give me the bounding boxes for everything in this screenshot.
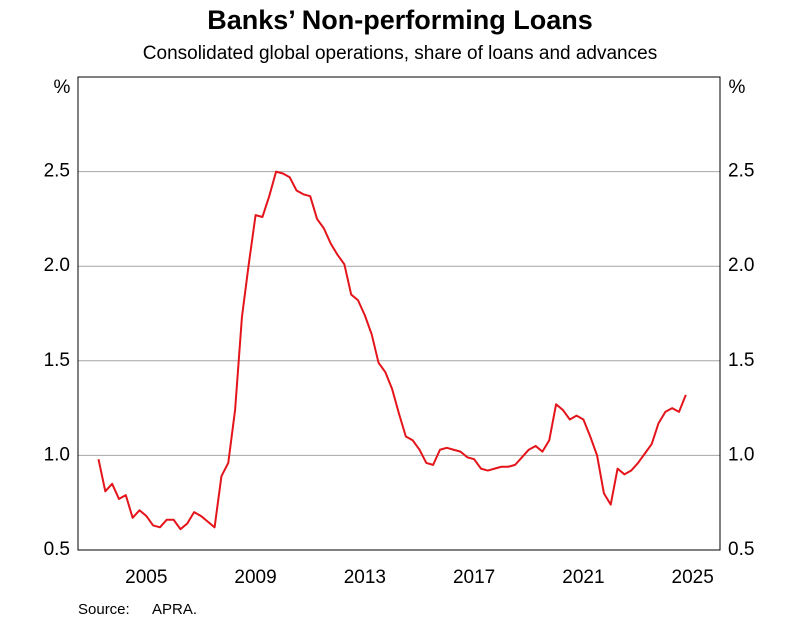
y2-tick-label: 0.5	[728, 539, 754, 560]
chart-subtitle: Consolidated global operations, share of…	[143, 43, 657, 64]
y-tick-label: 2.0	[44, 255, 70, 276]
x-tick-label: 2013	[344, 567, 386, 588]
x-tick-label: 2005	[125, 567, 167, 588]
y2-tick-label: 2.5	[728, 161, 754, 182]
x-tick-label: 2025	[672, 567, 714, 588]
y2-tick-label: 2.0	[728, 255, 754, 276]
chart-title: Banks’ Non-performing Loans	[207, 5, 593, 35]
y-tick-label: 0.5	[44, 539, 70, 560]
plot-frame	[77, 76, 721, 551]
y2-tick-label: 1.5	[728, 350, 754, 371]
y-tick-label: 1.0	[44, 444, 70, 465]
x-tick-label: 2009	[234, 567, 276, 588]
y2-tick-label: 1.0	[728, 444, 754, 465]
x-tick-label: 2017	[453, 567, 495, 588]
source-label: Source:	[78, 601, 130, 618]
x-tick-label: 2021	[562, 567, 604, 588]
y-tick-label: 1.5	[44, 350, 70, 371]
y2-unit: %	[729, 77, 746, 98]
line-series	[97, 170, 687, 531]
y-unit: %	[54, 77, 71, 98]
source: APRA.	[152, 601, 197, 618]
y-tick-label: 2.5	[44, 161, 70, 182]
